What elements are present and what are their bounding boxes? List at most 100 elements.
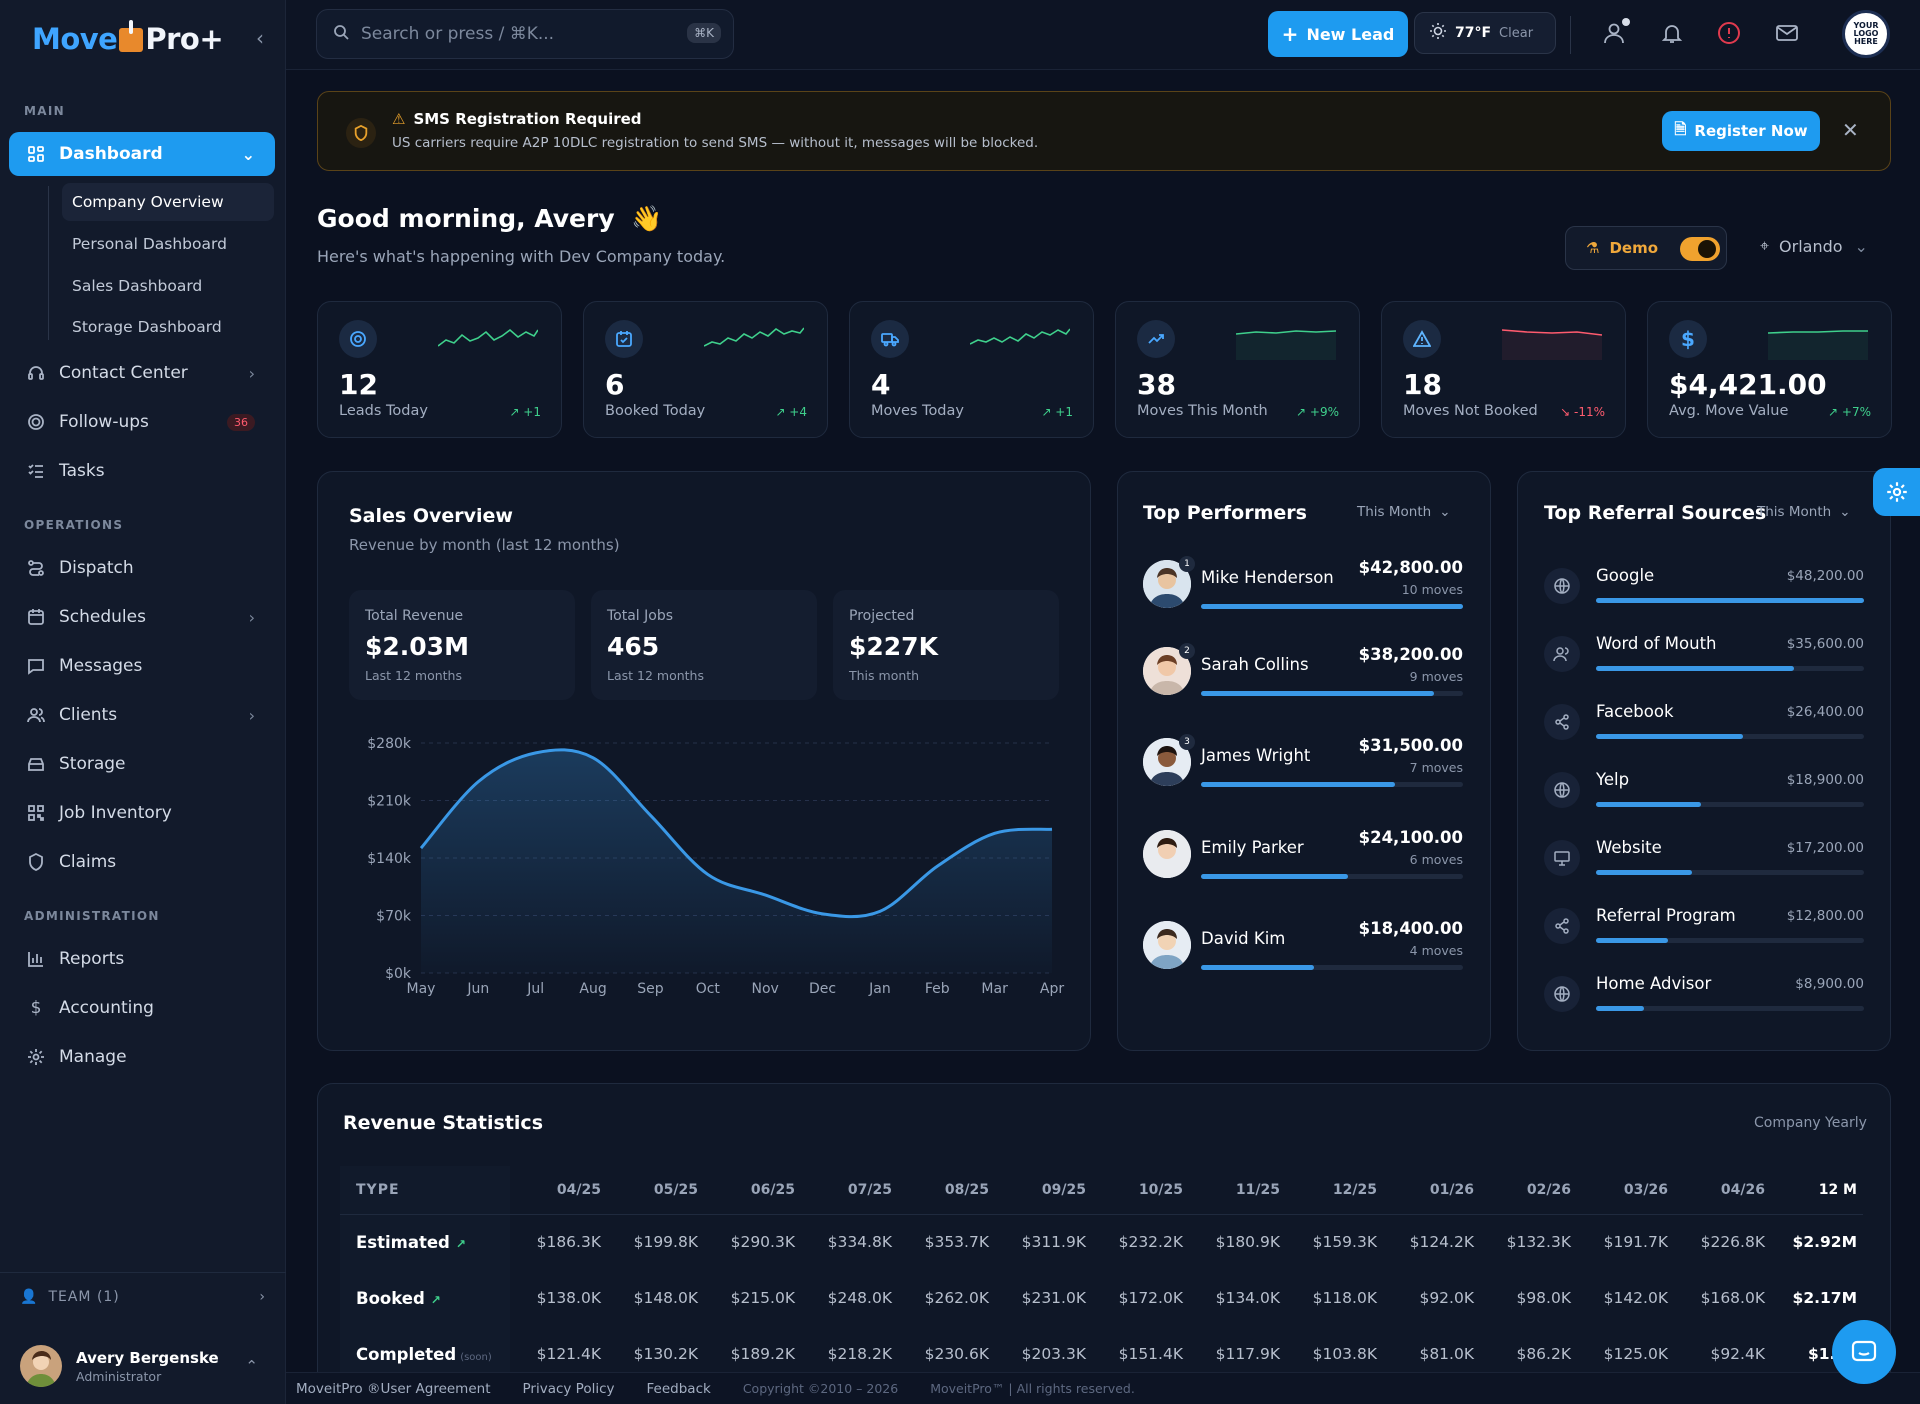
progress-fill [1596,734,1744,739]
sidebar-item-reports[interactable]: Reports [9,937,275,981]
table-row[interactable]: Estimated ↗ $186.3K $199.8K $290.3K $334.8K $3… [340,1214,1863,1270]
table-cell: $103.8K [1312,1345,1377,1363]
referral-row[interactable]: Home Advisor $8,900.00 [1544,968,1864,1024]
referral-sources-title: Top Referral Sources [1544,502,1767,524]
sidebar-item-follow-ups[interactable]: Follow-ups 36 [9,400,275,444]
avatar [1143,830,1191,878]
stat-value: $4,421.00 [1669,368,1827,401]
settings-gear-button[interactable] [1873,468,1920,516]
mail-icon[interactable] [1772,18,1802,48]
sidebar-item-job-inventory[interactable]: Job Inventory [9,791,275,835]
y-tick-label: $70k [376,909,412,925]
weather-condition: Clear [1499,25,1534,41]
sidebar-subitem-storage-dashboard[interactable]: Storage Dashboard [72,318,222,336]
card-sub: Last 12 months [365,668,462,683]
team-switcher[interactable]: 👤 TEAM (1) › [20,1282,266,1312]
performers-period-dropdown[interactable]: This Month ⌄ [1357,504,1451,520]
sidebar-item-messages[interactable]: Messages [9,644,275,688]
performer-row[interactable]: 2 Sarah Collins $38,200.00 9 moves [1143,643,1463,703]
sidebar-item-contact-center[interactable]: Contact Center › [9,351,275,395]
stat-card-moves-this-month[interactable]: 38 Moves This Month ↗ +9% [1115,301,1360,438]
stat-card-leads-today[interactable]: 12 Leads Today ↗ +1 [317,301,562,438]
user-activity-icon[interactable] [1600,18,1630,48]
user-profile[interactable]: Avery Bergenske Administrator ⌃ [20,1342,266,1390]
company-logo-avatar[interactable]: YOUR LOGO HERE [1842,10,1890,58]
referral-row[interactable]: Yelp $18,900.00 [1544,764,1864,820]
referral-row[interactable]: Word of Mouth $35,600.00 [1544,628,1864,684]
stat-delta: ↗ +9% [1296,405,1339,419]
row-type-label: Completed [356,1344,457,1364]
x-tick-label: Feb [925,981,950,997]
referral-row[interactable]: Referral Program $12,800.00 [1544,900,1864,956]
referral-row[interactable]: Facebook $26,400.00 [1544,696,1864,752]
performer-name: David Kim [1201,929,1286,948]
table-cell-total: $2.17M [1792,1289,1857,1307]
rank-badge: 2 [1179,643,1195,659]
table-row[interactable]: Completed (soon) $121.4K $130.2K $189.2K $218… [340,1326,1863,1382]
search-input[interactable] [361,24,651,44]
bell-icon[interactable] [1657,18,1687,48]
location-selector[interactable]: ⌖ Orlando ⌄ [1760,236,1868,256]
referral-row[interactable]: Google $48,200.00 [1544,560,1864,616]
performer-name: Sarah Collins [1201,655,1309,674]
stat-card-avg-move-value[interactable]: $ $4,421.00 Avg. Move Value ↗ +7% [1647,301,1892,438]
sidebar-item-storage[interactable]: Storage [9,742,275,786]
stat-card-moves-not-booked[interactable]: 18 Moves Not Booked ↘ -11% [1381,301,1626,438]
footer-link-feedback[interactable]: Feedback [646,1380,711,1397]
sidebar-item-label: Manage [59,1047,127,1067]
chevron-right-icon: › [248,705,255,725]
footer-link-privacy[interactable]: Privacy Policy [522,1380,615,1397]
section-label-main: MAIN [24,104,65,118]
close-icon[interactable]: ✕ [1842,118,1859,142]
alert-circle-icon[interactable] [1714,18,1744,48]
performer-row[interactable]: 3 James Wright $31,500.00 7 moves [1143,734,1463,794]
card-sub: This month [849,668,920,683]
sidebar-item-dispatch[interactable]: Dispatch [9,546,275,590]
table-cell: $130.2K [633,1345,698,1363]
performer-amount: $18,400.00 [1358,919,1463,938]
sidebar-subitem-sales-dashboard[interactable]: Sales Dashboard [72,277,203,295]
demo-mode-toggle[interactable]: ⚗ Demo [1565,226,1727,270]
sidebar-item-claims[interactable]: Claims [9,840,275,884]
x-tick-label: Mar [981,981,1008,997]
collapse-sidebar-icon[interactable]: ‹ [256,26,264,50]
performer-row[interactable]: 1 Mike Henderson $42,800.00 10 moves [1143,556,1463,616]
weather-widget[interactable]: 77°F Clear [1414,12,1556,54]
stat-card-moves-today[interactable]: 4 Moves Today ↗ +1 [849,301,1094,438]
chat-support-button[interactable] [1832,1320,1896,1384]
performer-amount: $38,200.00 [1358,645,1463,664]
sidebar-subitem-company-overview[interactable]: Company Overview [62,183,274,221]
referrals-period-dropdown[interactable]: This Month ⌄ [1757,504,1851,520]
chevron-down-icon: ⌄ [1439,504,1451,520]
sidebar-item-schedules[interactable]: Schedules › [9,595,275,639]
demo-switch[interactable] [1680,237,1720,261]
referral-row[interactable]: Website $17,200.00 [1544,832,1864,888]
table-cell: $290.3K [730,1233,795,1252]
sidebar-item-dashboard[interactable]: Dashboard ⌄ [9,132,275,176]
sidebar-item-clients[interactable]: Clients › [9,693,275,737]
register-now-button[interactable]: 🗎 Register Now [1662,111,1820,151]
greeting-subtitle: Here's what's happening with Dev Company… [317,247,726,266]
sidebar-item-tasks[interactable]: Tasks [9,449,275,493]
brand-logo[interactable]: Move Pro+ [32,20,224,56]
new-lead-button[interactable]: + New Lead [1268,11,1408,57]
calendar-check-icon [605,320,643,358]
gear-icon [25,1046,47,1068]
column-header-month: 04/26 [1674,1166,1771,1215]
sidebar-subitem-personal-dashboard[interactable]: Personal Dashboard [72,235,227,253]
weather-temp: 77°F [1455,25,1492,41]
stat-label: Leads Today [339,403,428,419]
revenue-scope-label[interactable]: Company Yearly [1754,1115,1867,1131]
sidebar-item-label: Clients [59,705,118,725]
sidebar-item-label: Tasks [59,461,105,481]
stat-card-booked-today[interactable]: 6 Booked Today ↗ +4 [583,301,828,438]
table-row[interactable]: Booked ↗ $138.0K $148.0K $215.0K $248.0K $262.… [340,1270,1863,1326]
sidebar-item-manage[interactable]: Manage [9,1035,275,1079]
sidebar-item-accounting[interactable]: $ Accounting [9,986,275,1030]
sidebar-item-label: Messages [59,656,143,676]
performer-row[interactable]: David Kim $18,400.00 4 moves [1143,917,1463,977]
table-cell: $191.7K [1603,1233,1668,1252]
monitor-icon [1544,840,1580,876]
footer-link-agreement[interactable]: MoveitPro ®User Agreement [296,1380,491,1397]
performer-row[interactable]: Emily Parker $24,100.00 6 moves [1143,826,1463,886]
